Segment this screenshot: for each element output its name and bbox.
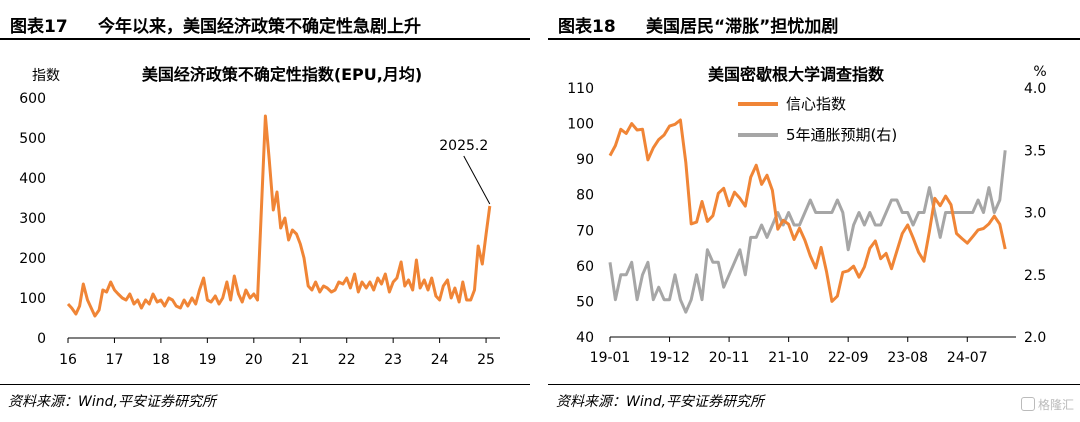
epu-x-tick-label: 25 <box>477 352 495 368</box>
figure-18-panel: 图表18 美国居民“滞胀”担忧加剧 美国密歇根大学调查指数% 40 50 60 70 80… <box>548 0 1080 422</box>
michigan-right-tick-label: 3.0 <box>1024 206 1046 222</box>
epu-chart-title: 美国经济政策不确定性指数(EPU,月均) <box>142 65 422 84</box>
michigan-x-tick-label: 21-10 <box>768 350 809 366</box>
epu-y-tick-label: 0 <box>37 331 46 347</box>
epu-chart: 美国经济政策不确定性指数(EPU,月均) 指数 0 100 200 300 400 500 60… <box>19 65 500 368</box>
figure-17-source: 资料来源：Wind,平安证券研究所 <box>8 394 216 410</box>
figure-17-number: 图表17 <box>10 17 68 37</box>
epu-x-tick-label: 20 <box>245 352 263 368</box>
epu-x-tick-label: 19 <box>198 352 216 368</box>
figure-17-panel: 图表17 今年以来，美国经济政策不确定性急剧上升 美国经济政策不确定性指数(EP… <box>0 0 530 422</box>
figure-18-number: 图表18 <box>558 17 616 37</box>
epu-y-tick-label: 400 <box>19 171 46 187</box>
michigan-x-tick-label: 22-09 <box>828 350 869 366</box>
legend-confidence-label: 信心指数 <box>786 95 846 113</box>
epu-y-tick-label: 100 <box>19 291 46 307</box>
figure-18-source: 资料来源：Wind,平安证券研究所 <box>556 394 764 410</box>
confidence-index-line <box>608 118 1007 303</box>
epu-x-tick-label: 22 <box>338 352 356 368</box>
epu-x-tick-label: 17 <box>106 352 124 368</box>
michigan-right-tick-label: 3.5 <box>1024 143 1046 159</box>
michigan-left-tick-label: 40 <box>576 330 594 346</box>
figure-18-footer: 资料来源：Wind,平安证券研究所 <box>548 384 1080 410</box>
epu-x-tick-label: 24 <box>431 352 449 368</box>
epu-x-tick-label: 16 <box>59 352 77 368</box>
michigan-right-tick-label: 2.5 <box>1024 268 1046 284</box>
michigan-right-tick-label: 2.0 <box>1024 330 1046 346</box>
michigan-left-tick-label: 70 <box>576 223 594 239</box>
michigan-left-tick-label: 100 <box>567 117 594 133</box>
figure-17-header: 图表17 今年以来，美国经济政策不确定性急剧上升 <box>0 6 530 40</box>
figure-17-footer: 资料来源：Wind,平安证券研究所 <box>0 384 530 410</box>
michigan-left-tick-label: 110 <box>567 81 594 97</box>
epu-annotation-label: 2025.2 <box>439 138 488 154</box>
epu-series-line <box>66 114 492 318</box>
michigan-right-axis-unit: % <box>1033 64 1046 80</box>
michigan-left-tick-label: 50 <box>576 294 594 310</box>
watermark-logo-icon <box>1020 397 1035 411</box>
michigan-left-tick-label: 60 <box>576 259 594 275</box>
epu-x-tick-label: 18 <box>152 352 170 368</box>
michigan-left-tick-label: 80 <box>576 188 594 204</box>
michigan-survey-chart: 美国密歇根大学调查指数 % 40 50 60 70 80 90 100 110 2.0 2.5 3.0 3… <box>567 64 1046 366</box>
epu-y-axis-label: 指数 <box>32 68 60 84</box>
figure-18-title: 美国居民“滞胀”担忧加剧 <box>646 17 839 37</box>
figure-18-header: 图表18 美国居民“滞胀”担忧加剧 <box>548 6 1080 40</box>
michigan-x-tick-label: 19-01 <box>590 350 631 366</box>
michigan-x-tick-label: 23-08 <box>887 350 928 366</box>
michigan-x-tick-label: 19-12 <box>649 350 690 366</box>
figure-17-title: 今年以来，美国经济政策不确定性急剧上升 <box>98 17 421 37</box>
epu-x-tick-label: 23 <box>384 352 402 368</box>
michigan-left-tick-label: 90 <box>576 152 594 168</box>
michigan-right-tick-label: 4.0 <box>1024 81 1046 97</box>
inflation-expectation-line <box>608 150 1007 314</box>
legend-inflation-label: 5年通胀预期(右) <box>786 126 897 144</box>
epu-y-tick-label: 600 <box>19 91 46 107</box>
epu-y-tick-label: 500 <box>19 131 46 147</box>
watermark-text: 格隆汇 <box>1037 398 1074 412</box>
michigan-x-tick-label: 20-11 <box>709 350 750 366</box>
watermark: 格隆汇 <box>1020 396 1074 413</box>
epu-y-tick-label: 300 <box>19 211 46 227</box>
michigan-chart-title: 美国密歇根大学调查指数 <box>708 65 885 84</box>
epu-annotation-leader <box>463 155 491 205</box>
epu-y-tick-label: 200 <box>19 251 46 267</box>
epu-x-tick-label: 21 <box>291 352 309 368</box>
michigan-x-tick-label: 24-07 <box>947 350 988 366</box>
